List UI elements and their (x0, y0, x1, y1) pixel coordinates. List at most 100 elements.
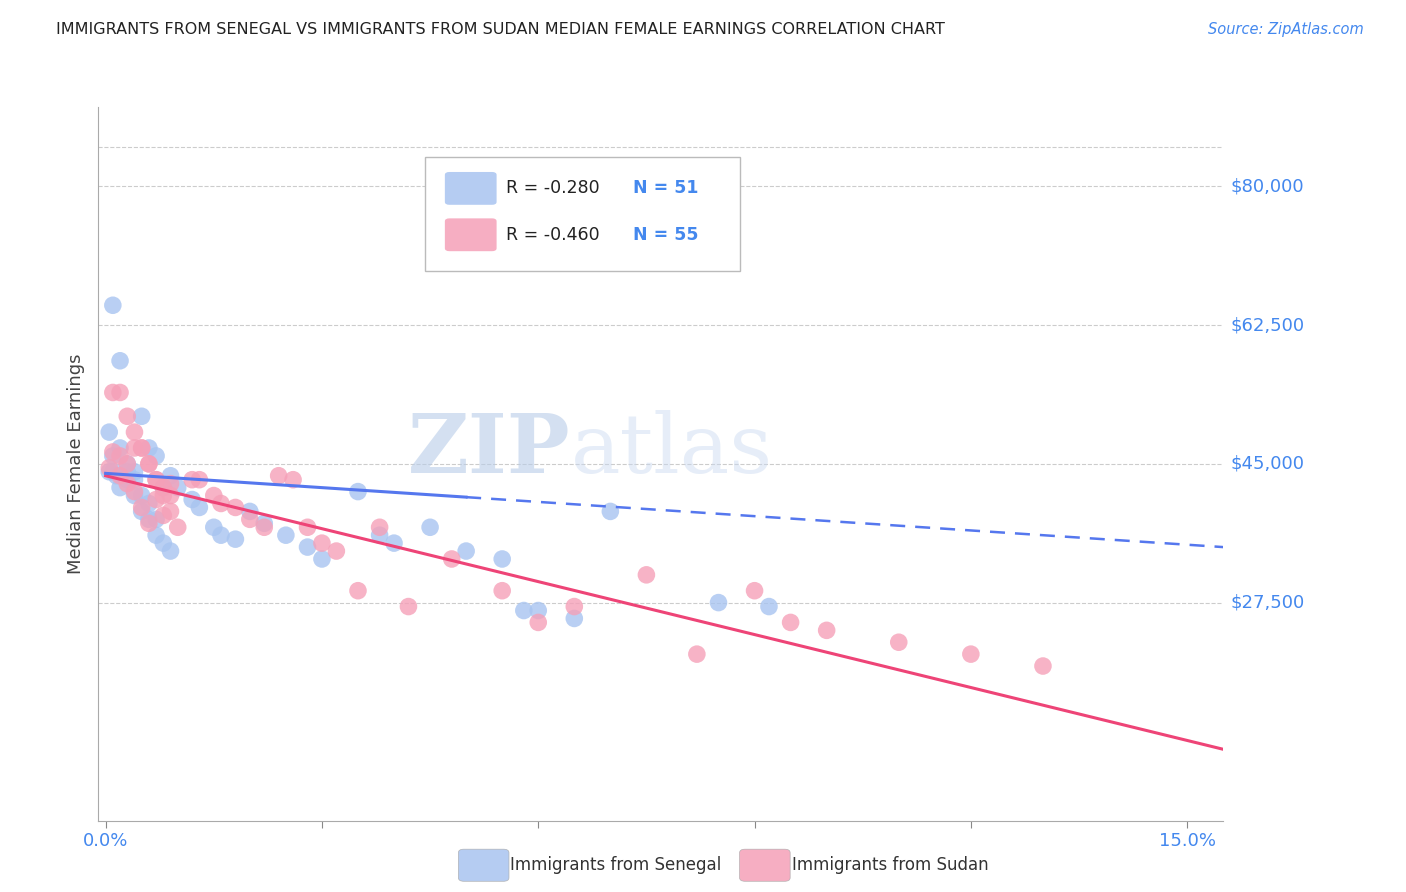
Point (108, 449, 131, 463)
Point (145, 449, 167, 463)
Point (152, 481, 174, 495)
Point (108, 385, 131, 400)
Point (101, 465, 124, 479)
Text: Immigrants from Sudan: Immigrants from Sudan (792, 856, 988, 874)
Point (159, 544, 181, 558)
Text: atlas: atlas (571, 409, 773, 490)
Point (131, 409, 153, 424)
Point (758, 599, 780, 614)
Text: Source: ZipAtlas.com: Source: ZipAtlas.com (1208, 22, 1364, 37)
Point (108, 441, 131, 455)
Point (138, 457, 160, 471)
Point (398, 599, 420, 614)
Point (98, 465, 121, 479)
Text: R = -0.280: R = -0.280 (506, 179, 599, 197)
Point (138, 441, 160, 455)
Point (152, 481, 174, 495)
Point (707, 596, 730, 610)
Point (253, 520, 276, 534)
Point (456, 544, 478, 558)
FancyBboxPatch shape (425, 157, 740, 271)
Point (779, 615, 801, 630)
Point (325, 544, 347, 558)
Point (297, 520, 319, 534)
Point (124, 441, 146, 455)
Point (101, 298, 124, 312)
Point (744, 583, 766, 598)
Point (253, 516, 276, 531)
Point (686, 647, 709, 661)
Point (145, 528, 167, 542)
Point (145, 512, 167, 526)
Point (527, 603, 550, 617)
Point (166, 481, 188, 495)
Point (117, 457, 139, 471)
Text: N = 51: N = 51 (633, 179, 699, 197)
Point (101, 385, 124, 400)
Point (124, 484, 146, 499)
Point (181, 473, 204, 487)
Point (491, 552, 513, 566)
Point (202, 520, 225, 534)
Point (368, 520, 391, 534)
Point (209, 528, 232, 542)
Point (117, 409, 139, 424)
Point (138, 512, 160, 526)
Point (1032, 659, 1054, 673)
Point (105, 468, 128, 483)
Point (138, 496, 160, 510)
Point (108, 481, 131, 495)
Point (527, 615, 550, 630)
Point (152, 536, 174, 550)
Point (202, 489, 225, 503)
Point (491, 583, 513, 598)
Point (159, 468, 181, 483)
Point (188, 473, 211, 487)
Point (188, 500, 211, 515)
Point (224, 500, 246, 515)
Text: $62,500: $62,500 (1230, 316, 1305, 334)
Point (124, 465, 146, 479)
Text: $80,000: $80,000 (1230, 178, 1303, 195)
Point (239, 504, 262, 518)
Point (513, 603, 536, 617)
Point (145, 473, 167, 487)
Point (311, 536, 333, 550)
Point (138, 516, 160, 531)
Point (224, 532, 246, 546)
Point (124, 489, 146, 503)
Point (347, 484, 370, 499)
Text: $45,000: $45,000 (1230, 455, 1305, 473)
Point (562, 599, 585, 614)
Point (599, 504, 621, 518)
FancyBboxPatch shape (444, 172, 496, 205)
Point (562, 611, 585, 625)
Point (117, 473, 139, 487)
Point (131, 441, 153, 455)
Point (311, 552, 333, 566)
Point (101, 445, 124, 459)
Point (815, 624, 838, 638)
Text: N = 55: N = 55 (633, 226, 699, 244)
Point (98, 425, 121, 439)
Text: IMMIGRANTS FROM SENEGAL VS IMMIGRANTS FROM SUDAN MEDIAN FEMALE EARNINGS CORRELAT: IMMIGRANTS FROM SENEGAL VS IMMIGRANTS FR… (56, 22, 945, 37)
Point (239, 512, 262, 526)
Point (166, 520, 188, 534)
Text: $27,500: $27,500 (1230, 593, 1305, 612)
Text: Immigrants from Senegal: Immigrants from Senegal (510, 856, 721, 874)
Point (159, 489, 181, 503)
Point (117, 457, 139, 471)
Point (181, 492, 204, 507)
FancyBboxPatch shape (444, 219, 496, 252)
Point (152, 508, 174, 523)
Point (419, 520, 441, 534)
Point (131, 441, 153, 455)
Point (101, 449, 124, 463)
Point (297, 540, 319, 554)
Point (124, 473, 146, 487)
Point (145, 492, 167, 507)
Text: R = -0.460: R = -0.460 (506, 226, 599, 244)
Point (281, 473, 304, 487)
Text: ZIP: ZIP (408, 409, 571, 490)
Point (131, 489, 153, 503)
